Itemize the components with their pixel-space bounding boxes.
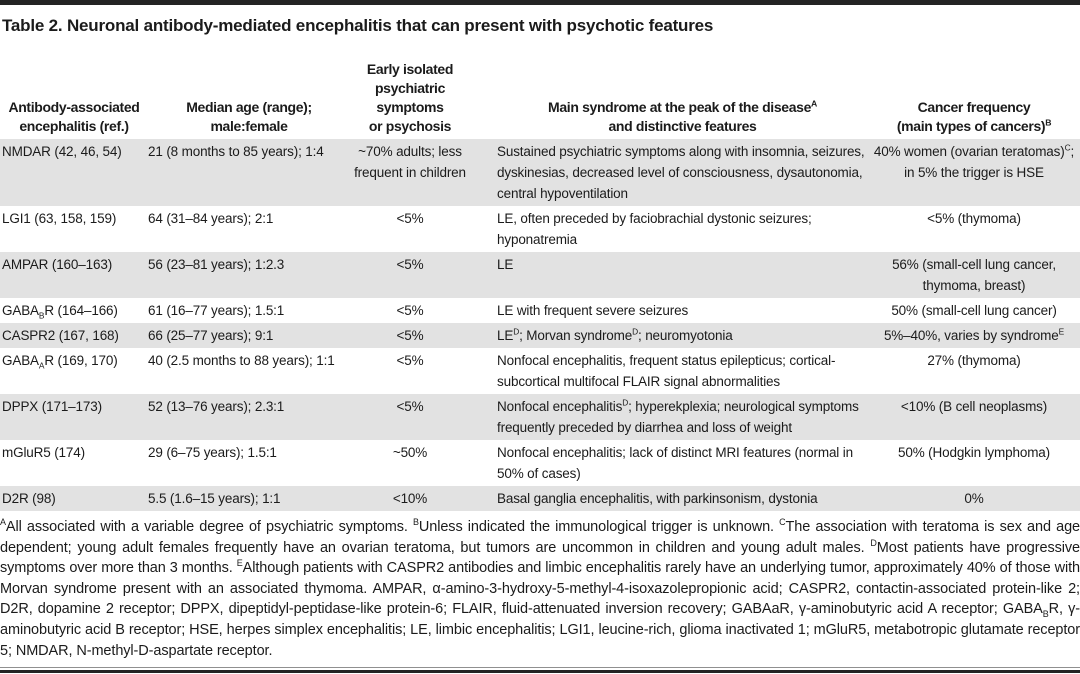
table-row: DPPX (171–173) 52 (13–76 years); 2.3:1 <… bbox=[0, 394, 1080, 440]
cell-main-syndrome: LED; Morvan syndromeD; neuromyotonia bbox=[497, 326, 733, 343]
cell-median-age: 52 (13–76 years); 2.3:1 bbox=[148, 399, 285, 414]
column-header-early-psychiatric: Early isolated psychiatric symptoms or p… bbox=[366, 61, 454, 134]
cell-cancer-frequency: 50% (small-cell lung cancer) bbox=[891, 303, 1057, 318]
table-footnotes: AAll associated with a variable degree o… bbox=[0, 517, 1080, 659]
table-header-row: Antibody-associated encephalitis (ref.) … bbox=[0, 60, 1080, 139]
cell-antibody: DPPX (171–173) bbox=[2, 399, 102, 414]
cell-cancer-frequency: 27% (thymoma) bbox=[927, 353, 1021, 368]
cell-antibody: GABAAR (169, 170) bbox=[2, 353, 118, 371]
cell-early-psychiatric: <5% bbox=[396, 353, 424, 368]
column-header-cancer-frequency: Cancer frequency (main types of cancers)… bbox=[896, 99, 1052, 134]
table-row: mGluR5 (174) 29 (6–75 years); 1.5:1 ~50%… bbox=[0, 440, 1080, 486]
cell-antibody: AMPAR (160–163) bbox=[2, 257, 113, 272]
top-rule bbox=[0, 0, 1080, 5]
cell-main-syndrome: LE bbox=[497, 257, 514, 272]
column-header-median-age: Median age (range); male:female bbox=[186, 99, 312, 134]
cell-cancer-frequency: 0% bbox=[964, 491, 984, 506]
cell-median-age: 29 (6–75 years); 1.5:1 bbox=[148, 445, 277, 460]
cell-early-psychiatric: <5% bbox=[396, 303, 424, 318]
cell-main-syndrome: Nonfocal encephalitisD; hyperekplexia; n… bbox=[497, 397, 859, 435]
table-row: LGI1 (63, 158, 159) 64 (31–84 years); 2:… bbox=[0, 206, 1080, 252]
cell-antibody: GABABR (164–166) bbox=[2, 303, 118, 321]
cell-median-age: 5.5 (1.6–15 years); 1:1 bbox=[148, 491, 281, 506]
cell-median-age: 40 (2.5 months to 88 years); 1:1 bbox=[148, 353, 335, 368]
cell-main-syndrome: LE, often preceded by faciobrachial dyst… bbox=[497, 211, 812, 247]
cell-cancer-frequency: 50% (Hodgkin lymphoma) bbox=[897, 445, 1051, 460]
cell-median-age: 21 (8 months to 85 years); 1:4 bbox=[148, 144, 324, 159]
table-row: AMPAR (160–163) 56 (23–81 years); 1:2.3 … bbox=[0, 252, 1080, 298]
cell-early-psychiatric: <5% bbox=[396, 328, 424, 343]
table-row: D2R (98) 5.5 (1.6–15 years); 1:1 <10% Ba… bbox=[0, 486, 1080, 511]
cell-main-syndrome: LE with frequent severe seizures bbox=[497, 303, 689, 318]
bottom-rule bbox=[0, 667, 1080, 673]
cell-early-psychiatric: <5% bbox=[396, 257, 424, 272]
table-row: NMDAR (42, 46, 54) 21 (8 months to 85 ye… bbox=[0, 139, 1080, 206]
table-row: GABABR (164–166) 61 (16–77 years); 1.5:1… bbox=[0, 298, 1080, 323]
cell-early-psychiatric: <5% bbox=[396, 211, 424, 226]
cell-median-age: 56 (23–81 years); 1:2.3 bbox=[148, 257, 285, 272]
cell-cancer-frequency: <10% (B cell neoplasms) bbox=[900, 399, 1048, 414]
cell-median-age: 64 (31–84 years); 2:1 bbox=[148, 211, 274, 226]
column-header-antibody: Antibody-associated encephalitis (ref.) bbox=[8, 99, 140, 134]
table-row: CASPR2 (167, 168) 66 (25–77 years); 9:1 … bbox=[0, 323, 1080, 348]
column-header-main-syndrome: Main syndrome at the peak of the disease… bbox=[548, 98, 817, 134]
table-body: NMDAR (42, 46, 54) 21 (8 months to 85 ye… bbox=[0, 139, 1080, 511]
cell-median-age: 61 (16–77 years); 1.5:1 bbox=[148, 303, 285, 318]
cell-main-syndrome: Nonfocal encephalitis, frequent status e… bbox=[497, 353, 836, 389]
cell-cancer-frequency: 5%–40%, varies by syndromeE bbox=[883, 326, 1065, 343]
cell-early-psychiatric: <5% bbox=[396, 399, 424, 414]
cell-main-syndrome: Nonfocal encephalitis; lack of distinct … bbox=[497, 445, 853, 481]
cell-early-psychiatric: ~50% bbox=[392, 445, 428, 460]
cell-main-syndrome: Basal ganglia encephalitis, with parkins… bbox=[497, 491, 818, 506]
bottom-rule-thick bbox=[0, 670, 1080, 673]
cell-early-psychiatric: <10% bbox=[392, 491, 428, 506]
cell-early-psychiatric: ~70% adults; less frequent in children bbox=[354, 144, 466, 180]
cell-antibody: D2R (98) bbox=[2, 491, 56, 506]
cell-median-age: 66 (25–77 years); 9:1 bbox=[148, 328, 274, 343]
cell-cancer-frequency: 56% (small-cell lung cancer, thymoma, br… bbox=[892, 257, 1056, 293]
cell-main-syndrome: Sustained psychiatric symptoms along wit… bbox=[497, 144, 865, 201]
encephalitis-table: Antibody-associated encephalitis (ref.) … bbox=[0, 60, 1080, 511]
cell-antibody: NMDAR (42, 46, 54) bbox=[2, 144, 122, 159]
cell-antibody: CASPR2 (167, 168) bbox=[2, 328, 119, 343]
cell-cancer-frequency: <5% (thymoma) bbox=[927, 211, 1021, 226]
cell-antibody: mGluR5 (174) bbox=[2, 445, 85, 460]
table-row: GABAAR (169, 170) 40 (2.5 months to 88 y… bbox=[0, 348, 1080, 394]
cell-cancer-frequency: 40% women (ovarian teratomas)C; in 5% th… bbox=[873, 142, 1075, 180]
table-title: Table 2. Neuronal antibody-mediated ence… bbox=[2, 16, 714, 35]
cell-antibody: LGI1 (63, 158, 159) bbox=[2, 211, 117, 226]
